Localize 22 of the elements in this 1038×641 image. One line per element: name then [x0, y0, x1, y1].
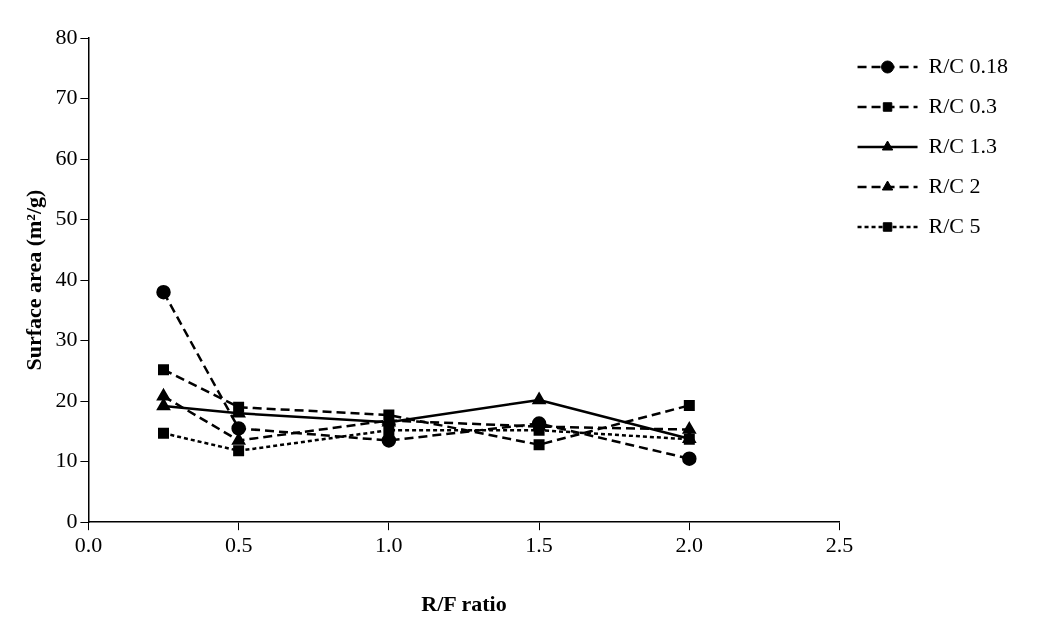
x-tick-label: 1.5	[525, 532, 553, 558]
y-tick-label: 60	[55, 144, 78, 170]
x-tick-label: 2.5	[825, 532, 854, 558]
x-tick-label: 1.0	[375, 532, 403, 558]
y-tick-label: 10	[55, 447, 78, 473]
legend-label: R/C 0.3	[928, 92, 998, 118]
legend-label: R/C 1.3	[928, 132, 998, 158]
y-tick-label: 30	[55, 326, 78, 352]
y-tick-label: 80	[55, 23, 78, 49]
x-axis-title: R/F ratio	[421, 591, 507, 617]
legend-label: R/C 2	[928, 172, 981, 198]
y-tick-label: 0	[66, 507, 78, 533]
y-tick-label: 70	[55, 84, 78, 110]
legend-label: R/C 0.18	[928, 52, 1009, 78]
y-tick-label: 20	[55, 386, 78, 412]
y-tick-label: 40	[55, 265, 78, 291]
x-tick-label: 0.0	[74, 532, 103, 558]
y-axis-title: Surface area (m²/g)	[20, 189, 46, 371]
x-tick-label: 2.0	[675, 532, 704, 558]
legend-label: R/C 5	[928, 212, 981, 238]
x-tick-label: 0.5	[224, 532, 253, 558]
y-tick-label: 50	[55, 205, 78, 231]
